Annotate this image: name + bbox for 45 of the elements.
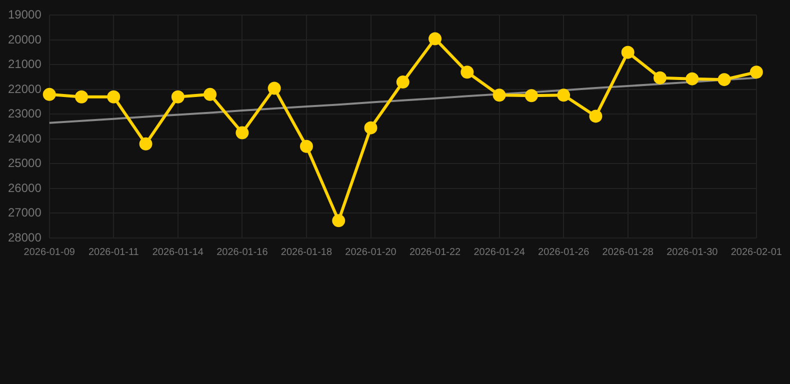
y-tick-label: 21000 [8,57,42,72]
x-tick-label: 2026-01-20 [345,246,397,258]
y-tick-label: 20000 [8,32,42,46]
point [204,88,217,101]
y-tick-label: 27000 [8,206,42,220]
point [718,73,731,86]
y-tick-label: 25000 [8,156,42,170]
point [268,82,281,95]
point [171,90,184,104]
point [236,126,249,140]
x-tick-label: 2026-02-01 [730,246,782,258]
x-tick-label: 2026-01-09 [24,246,76,258]
point [300,140,313,153]
point [750,66,763,79]
point [107,90,120,104]
y-tick-label: 23000 [8,106,42,121]
point [332,214,346,228]
y-tick-label: 19000 [8,8,42,22]
point [621,46,634,59]
x-tick-label: 2026-01-16 [216,246,268,258]
x-tick-label: 2026-01-22 [409,246,462,258]
y-tick-label: 26000 [8,180,42,195]
x-tick-label: 2026-01-14 [152,246,204,258]
x-tick-label: 2026-01-26 [538,246,590,258]
point [42,88,56,101]
point [460,66,474,79]
point [396,76,410,89]
point [139,137,152,150]
point [686,72,699,86]
x-tick-label: 2026-01-18 [280,246,332,258]
point [492,88,506,102]
y-tick-label: 22000 [8,82,42,96]
point [524,89,538,102]
point [589,110,602,123]
y-tick-label: 24000 [8,131,42,146]
point [557,88,570,102]
point [428,32,442,46]
x-tick-label: 2026-01-28 [602,246,654,258]
x-tick-label: 2026-01-30 [666,246,718,258]
y-tick-label: 28000 [8,230,42,244]
point [75,90,88,104]
x-tick-label: 2026-01-11 [88,246,140,258]
point [364,121,378,134]
point [654,71,667,84]
x-tick-label: 2026-01-24 [474,246,526,258]
